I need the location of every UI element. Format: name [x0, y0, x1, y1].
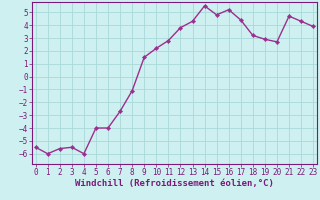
X-axis label: Windchill (Refroidissement éolien,°C): Windchill (Refroidissement éolien,°C)	[75, 179, 274, 188]
